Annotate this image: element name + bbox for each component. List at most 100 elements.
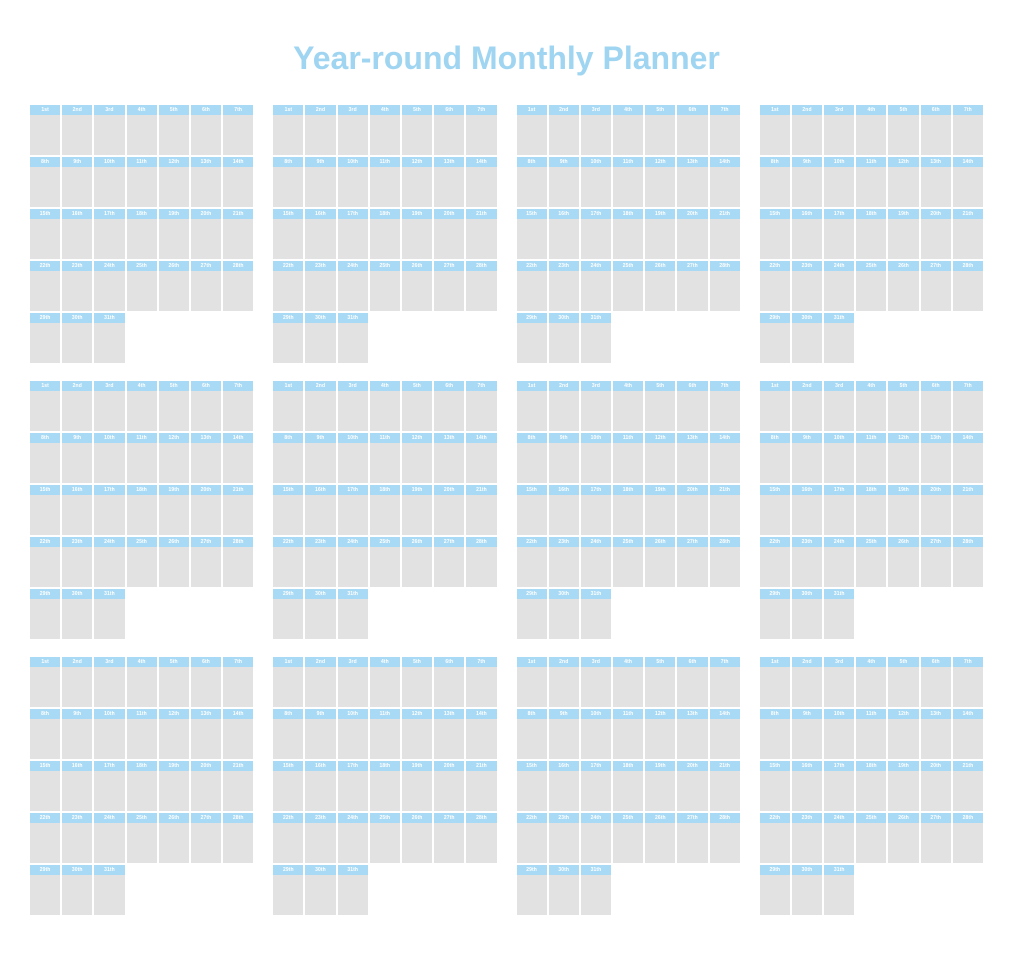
day-cell: 30th: [549, 313, 579, 363]
day-body: [792, 875, 822, 915]
day-label: 23th: [549, 261, 579, 271]
day-body: [581, 115, 611, 155]
day-body: [792, 719, 822, 759]
day-label: 31th: [581, 589, 611, 599]
day-cell: 22th: [30, 813, 60, 863]
day-cell: 27th: [191, 537, 221, 587]
day-body: [953, 391, 983, 431]
day-body: [549, 547, 579, 587]
day-body: [856, 115, 886, 155]
day-cell: 25th: [856, 537, 886, 587]
day-cell: 7th: [710, 105, 740, 155]
day-cell: 14th: [710, 433, 740, 483]
day-body: [273, 599, 303, 639]
day-body: [223, 719, 253, 759]
day-label: 26th: [888, 537, 918, 547]
day-cell: 14th: [223, 709, 253, 759]
day-label: 31th: [94, 313, 124, 323]
day-body: [370, 115, 400, 155]
day-cell: 5th: [402, 105, 432, 155]
day-body: [466, 495, 496, 535]
day-cell: 19th: [888, 209, 918, 259]
day-label: 9th: [305, 709, 335, 719]
day-cell: 3rd: [94, 381, 124, 431]
day-cell: 25th: [370, 813, 400, 863]
day-cell: 23th: [792, 813, 822, 863]
day-label: 26th: [645, 813, 675, 823]
day-cell: 1st: [760, 381, 790, 431]
day-label: 9th: [549, 709, 579, 719]
day-body: [305, 495, 335, 535]
day-label: 22th: [517, 537, 547, 547]
day-cell: 20th: [191, 485, 221, 535]
day-cell: 12th: [645, 433, 675, 483]
day-cell: 5th: [888, 105, 918, 155]
day-body: [370, 219, 400, 259]
day-body: [953, 115, 983, 155]
day-label: 29th: [273, 589, 303, 599]
day-label: 16th: [549, 485, 579, 495]
day-cell: 28th: [953, 813, 983, 863]
day-label: 7th: [223, 657, 253, 667]
day-label: 25th: [127, 261, 157, 271]
day-cell: 17th: [581, 485, 611, 535]
month-block: 1st2nd3rd4th5th6th7th8th9th10th11th12th1…: [30, 657, 253, 915]
day-cell: 17th: [581, 761, 611, 811]
day-cell: 14th: [223, 433, 253, 483]
day-body: [581, 875, 611, 915]
day-label: 27th: [677, 537, 707, 547]
day-body: [370, 823, 400, 863]
day-cell: 28th: [223, 813, 253, 863]
day-label: 24th: [581, 537, 611, 547]
day-label: 1st: [760, 657, 790, 667]
day-label: 11th: [613, 157, 643, 167]
day-cell: 31th: [338, 589, 368, 639]
day-body: [338, 167, 368, 207]
day-body: [402, 115, 432, 155]
day-cell: 15th: [760, 761, 790, 811]
day-body: [677, 547, 707, 587]
day-body: [127, 823, 157, 863]
day-body: [434, 667, 464, 707]
day-label: 18th: [370, 485, 400, 495]
day-body: [273, 391, 303, 431]
day-body: [223, 115, 253, 155]
day-label: 3rd: [338, 105, 368, 115]
day-body: [824, 771, 854, 811]
day-cell: 8th: [273, 157, 303, 207]
day-cell: 19th: [402, 761, 432, 811]
day-cell: 8th: [760, 157, 790, 207]
day-body: [921, 443, 951, 483]
day-label: 7th: [710, 381, 740, 391]
day-label: 24th: [94, 813, 124, 823]
day-label: 21th: [466, 209, 496, 219]
day-cell: 27th: [191, 261, 221, 311]
day-label: 12th: [888, 157, 918, 167]
day-body: [62, 391, 92, 431]
day-label: 29th: [30, 589, 60, 599]
day-label: 20th: [677, 761, 707, 771]
day-body: [953, 823, 983, 863]
day-label: 26th: [402, 813, 432, 823]
day-label: 23th: [305, 261, 335, 271]
day-body: [434, 167, 464, 207]
day-label: 11th: [370, 157, 400, 167]
day-cell: 26th: [888, 537, 918, 587]
day-body: [305, 771, 335, 811]
day-body: [94, 271, 124, 311]
day-label: 1st: [517, 657, 547, 667]
day-cell: 26th: [402, 261, 432, 311]
day-cell: 6th: [191, 381, 221, 431]
day-label: 20th: [677, 209, 707, 219]
day-label: 6th: [921, 105, 951, 115]
day-cell: 21th: [223, 209, 253, 259]
day-body: [94, 547, 124, 587]
day-body: [223, 443, 253, 483]
day-cell: 27th: [921, 813, 951, 863]
day-label: 18th: [127, 209, 157, 219]
day-label: 25th: [613, 813, 643, 823]
day-cell: 21th: [953, 761, 983, 811]
day-cell: 19th: [159, 761, 189, 811]
day-body: [613, 667, 643, 707]
day-label: 9th: [792, 157, 822, 167]
